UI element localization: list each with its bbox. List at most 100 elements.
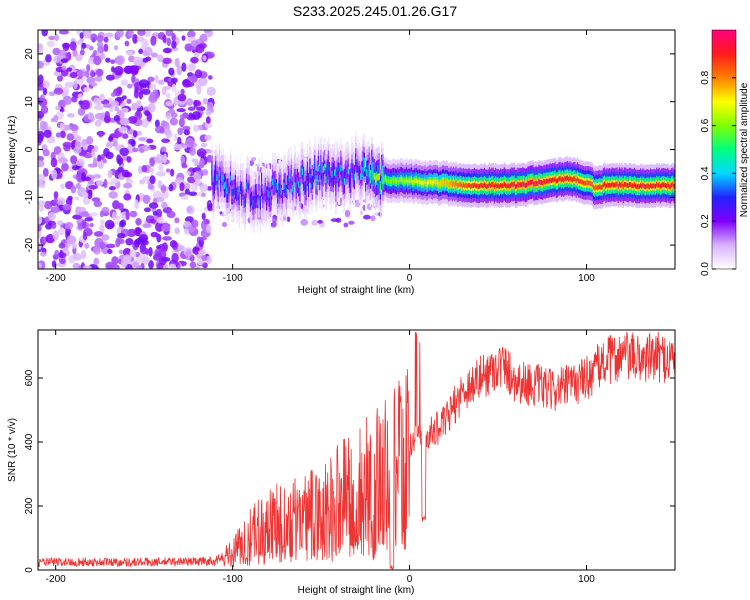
noise-blob [178,117,185,128]
noise-blob [189,261,197,269]
ridge-cell [360,173,362,180]
noise-blob [149,175,156,185]
noise-blob [149,158,155,167]
noise-blob [125,238,134,246]
noise-blob [120,118,130,126]
noise-blob [42,80,50,89]
noise-blob [165,101,174,107]
noise-blob [142,194,151,205]
noise-blob [105,151,114,160]
ridge-cell [398,179,400,185]
noise-blob [159,126,165,134]
ridge-cell [640,182,642,188]
noise-blob [181,35,186,41]
ridge-cell [611,181,613,187]
noise-blob [150,231,159,238]
noise-blob [146,138,154,144]
ridge-cell [564,176,566,182]
ridge-cell [311,179,314,186]
ridge-cell [334,169,336,176]
noise-blob [160,184,167,194]
noise-blob [142,175,151,182]
noise-blob [94,120,102,127]
noise-blob [67,113,75,118]
ridge-cell [244,196,247,204]
x-tick-label: -200 [46,574,66,585]
ridge-cell [585,180,587,186]
noise-blob [162,34,167,44]
ridge-cell [474,182,476,188]
ridge-cell [658,182,660,187]
ridge-cell [631,183,633,188]
ridge-cell [225,181,227,189]
ridge-cell [571,177,574,183]
ridge-cell [511,181,513,187]
noise-blob [108,191,118,199]
spectrogram-x-label: Height of straight line (km) [298,285,415,296]
noise-blob [122,248,132,257]
noise-blob [121,95,127,100]
ridge-cell [446,180,449,186]
noise-blob [185,81,195,88]
noise-blob [38,229,42,239]
noise-blob [99,241,106,250]
noise-blob [93,257,100,266]
noise-blob [132,261,139,268]
noise-blob [53,146,62,155]
ridge-cell [529,180,532,185]
ridge-cell [540,180,543,185]
noise-blob [200,142,208,148]
ridge-cell [512,182,514,188]
noise-blob [126,50,134,57]
ridge-cell [533,181,535,187]
noise-blob [161,223,171,232]
ridge-cell [516,183,518,189]
noise-blob [60,58,69,64]
noise-blob [80,211,89,217]
noise-blob [81,42,87,49]
ridge-cell [663,182,665,188]
noise-blob [90,69,95,78]
noise-blob [87,189,93,200]
ridge-cell [590,181,592,187]
ridge-cell [642,182,644,188]
ridge-cell [258,184,260,191]
noise-blob [116,154,122,165]
ridge-cell [320,164,322,171]
noise-blob [87,112,94,120]
noise-blob [141,165,148,173]
ridge-cell [408,178,410,184]
ridge-cell [600,184,602,190]
ridge-cell [357,165,359,173]
ridge-cell [537,181,539,186]
noise-blob [84,242,90,249]
colorbar-tick-label: 0.0 [700,262,711,276]
noise-blob [104,111,110,120]
noise-blob [79,49,85,56]
noise-blob [133,130,138,138]
ridge-cell [295,183,297,190]
y-tick-label: 20 [24,48,35,60]
ridge-cell [667,182,669,187]
noise-blob [169,112,178,118]
noise-blob [205,255,212,265]
noise-blob [83,30,91,39]
ridge-cell [552,177,554,183]
noise-blob [142,223,152,229]
ridge-cell [227,187,229,194]
ridge-cell [417,180,419,185]
ridge-cell [376,174,378,182]
noise-blob [148,167,155,173]
ridge-cell [407,179,409,185]
ridge-cell [213,178,216,186]
ridge-cell [426,180,429,186]
ridge-cell [604,181,606,187]
spectrogram-x-ticks: -200 -100 0 100 [46,30,595,284]
ridge-cell [337,171,340,178]
noise-blob [43,129,52,138]
noise-blob [94,75,103,82]
noise-blob [144,110,151,117]
noise-blob [148,247,153,257]
ridge-cell [241,190,243,197]
ridge-cell [532,179,534,185]
